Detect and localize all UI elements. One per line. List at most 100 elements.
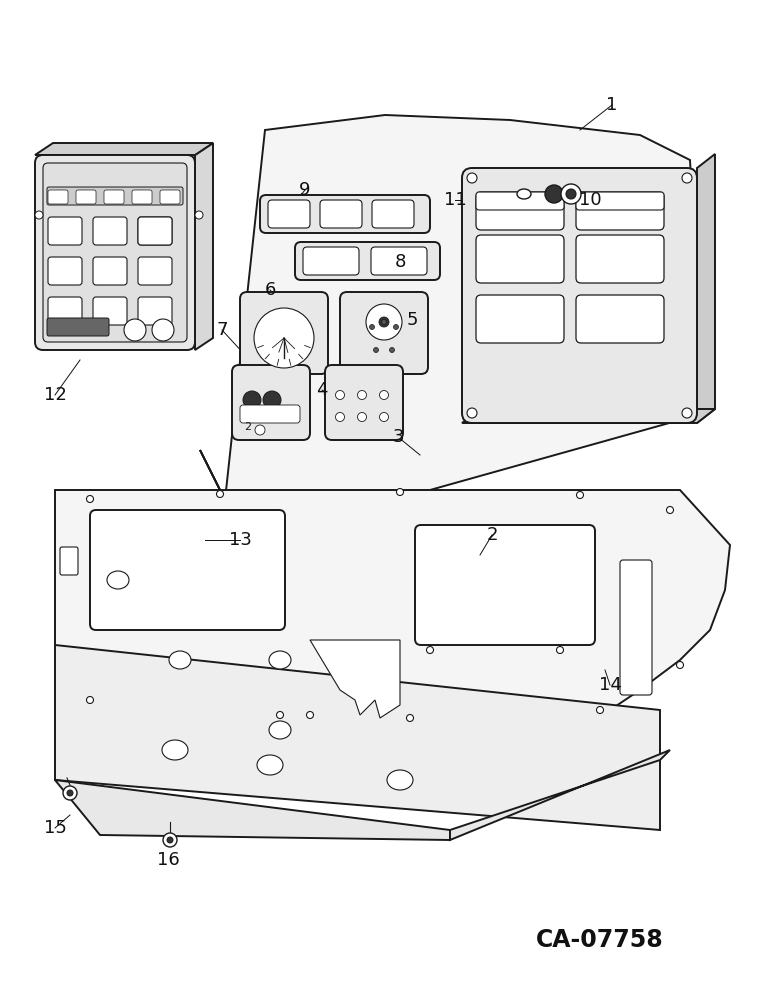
- Circle shape: [243, 391, 261, 409]
- Text: 2: 2: [486, 526, 498, 544]
- Ellipse shape: [107, 571, 129, 589]
- FancyBboxPatch shape: [476, 235, 564, 283]
- Circle shape: [380, 390, 388, 399]
- Text: 6: 6: [264, 281, 276, 299]
- Circle shape: [676, 662, 683, 668]
- Circle shape: [380, 412, 388, 422]
- FancyBboxPatch shape: [371, 247, 427, 275]
- Ellipse shape: [517, 189, 531, 199]
- FancyBboxPatch shape: [415, 525, 595, 645]
- FancyBboxPatch shape: [138, 257, 172, 285]
- FancyBboxPatch shape: [620, 560, 652, 695]
- Text: 13: 13: [229, 531, 252, 549]
- Circle shape: [216, 490, 224, 497]
- Polygon shape: [310, 640, 400, 718]
- Circle shape: [381, 320, 387, 324]
- FancyBboxPatch shape: [35, 155, 195, 350]
- FancyBboxPatch shape: [138, 217, 172, 245]
- Circle shape: [35, 211, 43, 219]
- Circle shape: [397, 488, 404, 495]
- FancyBboxPatch shape: [476, 295, 564, 343]
- FancyBboxPatch shape: [76, 190, 96, 204]
- Circle shape: [163, 833, 177, 847]
- FancyBboxPatch shape: [48, 257, 82, 285]
- FancyBboxPatch shape: [476, 192, 564, 210]
- Circle shape: [370, 324, 374, 330]
- Circle shape: [357, 390, 367, 399]
- FancyBboxPatch shape: [60, 547, 78, 575]
- Text: 5: 5: [406, 311, 418, 329]
- Circle shape: [86, 495, 93, 502]
- FancyBboxPatch shape: [295, 242, 440, 280]
- Circle shape: [426, 647, 434, 654]
- Polygon shape: [697, 154, 715, 423]
- FancyBboxPatch shape: [132, 190, 152, 204]
- FancyBboxPatch shape: [93, 297, 127, 325]
- Circle shape: [597, 706, 604, 714]
- FancyBboxPatch shape: [576, 295, 664, 343]
- Circle shape: [577, 491, 584, 498]
- FancyBboxPatch shape: [93, 257, 127, 285]
- Circle shape: [167, 837, 173, 843]
- Circle shape: [682, 408, 692, 418]
- Circle shape: [374, 348, 378, 353]
- Text: 1: 1: [606, 96, 618, 114]
- Circle shape: [357, 412, 367, 422]
- Text: 2: 2: [244, 422, 251, 432]
- Text: 10: 10: [579, 191, 601, 209]
- Circle shape: [254, 308, 314, 368]
- Circle shape: [467, 408, 477, 418]
- Polygon shape: [55, 780, 450, 840]
- Polygon shape: [462, 409, 715, 423]
- Circle shape: [263, 391, 281, 409]
- Circle shape: [63, 786, 77, 800]
- Polygon shape: [200, 115, 700, 500]
- Ellipse shape: [269, 721, 291, 739]
- FancyBboxPatch shape: [576, 192, 664, 210]
- FancyBboxPatch shape: [260, 195, 430, 233]
- FancyBboxPatch shape: [325, 365, 403, 440]
- FancyBboxPatch shape: [138, 297, 172, 325]
- FancyBboxPatch shape: [93, 217, 127, 245]
- Circle shape: [379, 317, 389, 327]
- FancyBboxPatch shape: [48, 190, 68, 204]
- FancyBboxPatch shape: [320, 200, 362, 228]
- FancyBboxPatch shape: [48, 297, 82, 325]
- Polygon shape: [35, 143, 213, 155]
- Circle shape: [407, 714, 414, 722]
- Ellipse shape: [169, 651, 191, 669]
- Circle shape: [467, 173, 477, 183]
- Circle shape: [152, 319, 174, 341]
- Text: 14: 14: [598, 676, 621, 694]
- Polygon shape: [55, 645, 660, 830]
- FancyBboxPatch shape: [240, 292, 328, 374]
- Circle shape: [561, 184, 581, 204]
- FancyBboxPatch shape: [232, 365, 310, 440]
- FancyBboxPatch shape: [47, 318, 109, 336]
- Circle shape: [394, 324, 398, 330]
- FancyBboxPatch shape: [104, 190, 124, 204]
- FancyBboxPatch shape: [576, 192, 664, 230]
- Ellipse shape: [387, 770, 413, 790]
- Circle shape: [86, 696, 93, 704]
- Circle shape: [390, 348, 394, 353]
- Ellipse shape: [269, 651, 291, 669]
- Circle shape: [336, 412, 344, 422]
- FancyBboxPatch shape: [476, 192, 564, 230]
- Text: 9: 9: [300, 181, 311, 199]
- Circle shape: [67, 790, 73, 796]
- FancyBboxPatch shape: [138, 217, 172, 245]
- Circle shape: [306, 712, 313, 718]
- FancyBboxPatch shape: [576, 235, 664, 283]
- FancyBboxPatch shape: [303, 247, 359, 275]
- Circle shape: [276, 712, 283, 718]
- Text: 8: 8: [394, 253, 406, 271]
- FancyBboxPatch shape: [43, 163, 187, 342]
- Text: 7: 7: [216, 321, 228, 339]
- FancyBboxPatch shape: [462, 168, 697, 423]
- Text: 11: 11: [444, 191, 466, 209]
- Text: 4: 4: [317, 381, 328, 399]
- FancyBboxPatch shape: [240, 405, 300, 423]
- Circle shape: [566, 189, 576, 199]
- Text: 12: 12: [43, 386, 66, 404]
